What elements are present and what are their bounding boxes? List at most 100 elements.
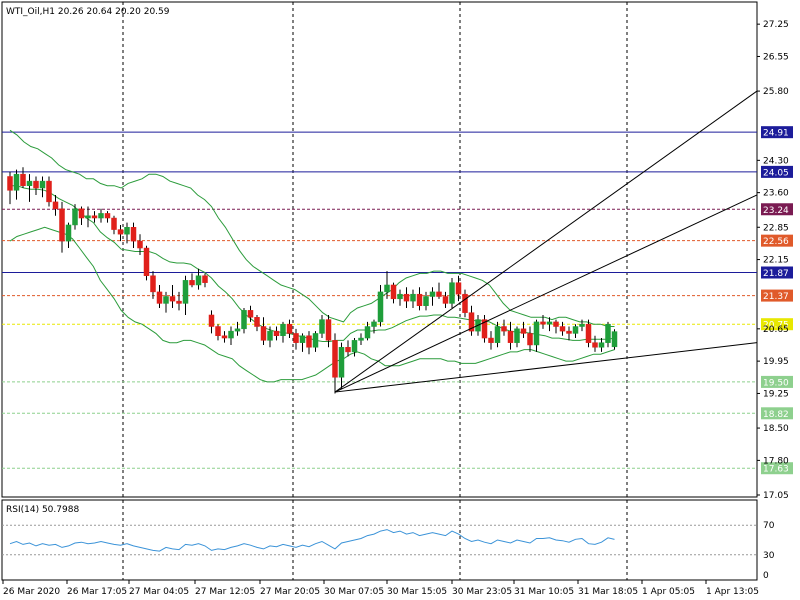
level-tag-bg-6 [761,318,793,331]
candle-body-17 [117,229,124,235]
candle-body-41 [273,330,280,336]
candle-body-66 [436,291,442,297]
candle-body-26 [176,300,182,304]
y-tick-label-0: 27.25 [763,20,789,30]
candle-body-82 [540,321,546,325]
candle-body-35 [234,328,241,332]
x-tick-label-7: 30 Mar 23:05 [452,587,512,597]
trend-lines [334,90,758,393]
bollinger-bands [9,129,615,383]
candle-body-45 [299,335,306,343]
candle-body-88 [579,323,585,327]
candle-body-33 [221,335,228,339]
candle-body-67 [442,296,449,304]
candle-body-29 [195,275,202,286]
candle-body-90 [592,342,598,348]
candle-body-78 [514,328,520,343]
candle-body-3 [26,180,33,186]
candle-body-83 [546,321,553,325]
candle-body-69 [455,282,462,295]
y-tick-label-1: 26.55 [763,52,789,62]
level-tag-bg-1 [761,165,793,178]
level-tag-bg-2 [761,203,793,216]
x-tick-label-9: 31 Mar 18:05 [578,587,638,597]
candle-body-71 [468,312,475,332]
main-plot-frame [1,1,758,498]
x-tick-label-6: 30 Mar 15:05 [387,587,447,597]
candle-body-56 [371,321,377,327]
x-tick-label-4: 27 Mar 20:05 [260,587,320,597]
level-tag-bg-4 [761,266,793,279]
candle-body-12 [85,215,91,219]
candle-body-19 [130,227,137,242]
rsi-axis-label-30: 30 [763,551,775,561]
candle-body-10 [72,208,78,226]
candle-body-6 [46,180,52,203]
bollinger-upper-line [9,129,615,327]
level-tag-9: 17.63 [763,465,789,475]
candle-body-48 [319,319,325,334]
x-tick-label-1: 26 Mar 17:05 [67,587,127,597]
rsi-label: RSI(14) 50.7988 [6,505,79,515]
candle-body-11 [78,208,85,219]
time-axis: 26 Mar 2020 26 Mar 17:05 27 Mar 04:05 27 Ma… [2,580,759,597]
y-tick-label-2: 25.80 [763,87,789,97]
candle-body-1 [13,173,20,191]
candle-body-0 [7,176,13,191]
trend-line-0 [334,90,758,393]
candle-body-55 [364,326,371,339]
symbol-header: WTI_Oil,H1 20.26 20.64 20.20 20.59 [6,7,170,17]
y-tick-label-5: 22.85 [763,223,789,233]
candle-body-50 [332,340,338,378]
level-tag-2: 23.24 [763,206,789,216]
level-tag-8: 18.82 [763,410,789,420]
level-tag-bg-3 [761,234,793,247]
candle-body-89 [585,323,592,343]
candle-body-36 [241,310,247,330]
candle-body-34 [228,330,234,339]
level-tag-7: 19.50 [763,378,789,388]
level-tag-bg-8 [761,407,793,420]
candle-body-87 [572,326,579,334]
candle-body-75 [494,326,501,343]
candle-body-8 [59,208,65,242]
x-tick-label-11: 1 Apr 13:05 [706,587,759,597]
candle-body-20 [137,240,143,249]
candle-body-68 [449,282,455,304]
level-tag-bg-9 [761,462,793,475]
candle-body-92 [605,323,611,343]
rsi-line [9,529,615,552]
candle-body-74 [488,337,494,343]
candlesticks [7,167,618,394]
candle-body-14 [98,213,104,219]
candle-body-22 [150,275,156,293]
x-tick-label-0: 26 Mar 2020 [3,587,60,597]
candle-body-32 [215,326,221,336]
candle-body-42 [280,323,286,336]
candle-body-57 [377,291,384,323]
level-tag-bg-5 [761,289,793,302]
candle-body-49 [325,319,332,341]
candle-body-9 [65,224,72,242]
candle-body-58 [384,284,390,293]
candle-body-63 [416,293,423,306]
candle-body-93 [611,331,618,348]
y-tick-label-7: 20.65 [763,325,789,335]
level-tag-bg-0 [761,126,793,139]
candle-body-64 [423,296,429,306]
candle-body-44 [293,333,299,343]
candle-body-76 [501,326,507,332]
y-tick-label-8: 19.95 [763,357,789,367]
rsi-axis-label-70: 70 [763,521,775,531]
candle-body-84 [553,321,559,327]
rsi-indicator: 10070300 [2,521,775,581]
candle-body-73 [481,319,488,339]
candle-body-70 [462,293,468,313]
candle-body-28 [189,280,195,286]
candle-body-86 [566,330,572,334]
level-tag-5: 21.37 [763,292,789,302]
candle-body-51 [338,347,345,378]
y-tick-label-9: 19.25 [763,389,789,399]
candle-body-4 [33,180,39,189]
